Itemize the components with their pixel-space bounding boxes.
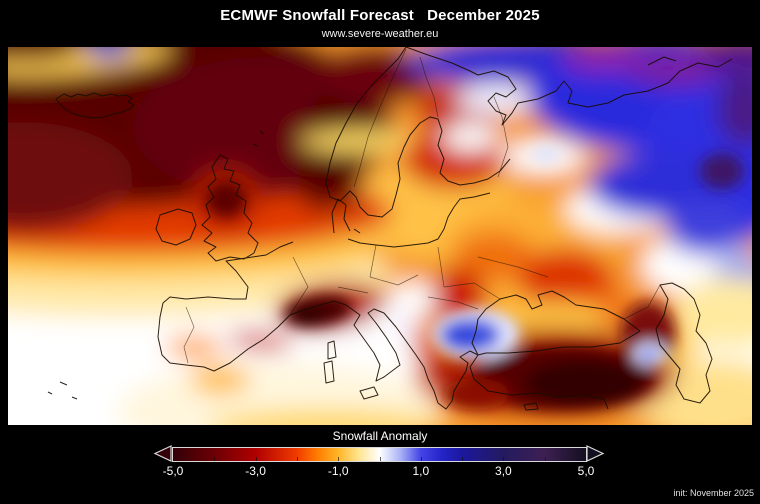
website-url: www.severe-weather.eu [321, 28, 439, 40]
anomaly-map-graphic [8, 47, 752, 425]
tick-label: 1,0 [412, 464, 430, 478]
colorbar-gradient [172, 447, 587, 462]
colorbar-left-arrow [153, 445, 172, 462]
tick-label: -5,0 [162, 464, 184, 478]
forecast-map [8, 47, 752, 425]
tick-label: -3,0 [245, 464, 266, 478]
tick-label: -1,0 [327, 464, 349, 478]
colorbar-tick-labels: -5,0 -3,0 -1,0 1,0 3,0 5,0 [163, 464, 595, 478]
tick-label: 3,0 [495, 464, 512, 478]
colorbar-minor-tick [379, 457, 381, 461]
colorbar-minor-tick [503, 457, 505, 461]
colorbar-minor-tick [296, 457, 298, 461]
page-title: ECMWF Snowfall Forecast December 2025 [220, 7, 540, 24]
colorbar-minor-tick [214, 457, 216, 461]
colorbar-minor-tick [255, 457, 257, 461]
country-borders [183, 48, 661, 364]
colorbar-right-arrow [586, 445, 605, 462]
colorbar-title: Snowfall Anomaly [332, 429, 428, 443]
colorbar-ticks [173, 448, 586, 461]
colorbar-minor-tick [544, 457, 546, 461]
anomaly-field-broad [8, 47, 752, 425]
tick-label: 5,0 [577, 464, 595, 478]
init-label: init: November 2025 [673, 488, 754, 498]
colorbar-minor-tick [420, 457, 422, 461]
colorbar-minor-tick [338, 457, 340, 461]
colorbar-minor-tick [462, 457, 464, 461]
anomaly-field-cores [206, 145, 744, 410]
